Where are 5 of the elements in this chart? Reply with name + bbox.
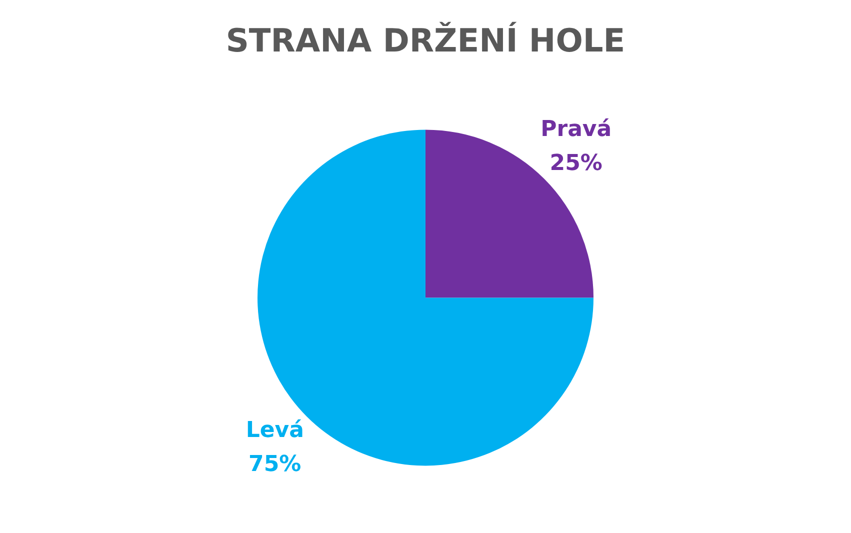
slice-label: Pravá — [540, 116, 612, 142]
slice-label: Levá — [246, 418, 304, 444]
data-label: 75% — [248, 452, 302, 478]
chart-title: STRANA DRŽENÍ HOLE — [226, 22, 626, 60]
data-label: 25% — [550, 150, 602, 176]
